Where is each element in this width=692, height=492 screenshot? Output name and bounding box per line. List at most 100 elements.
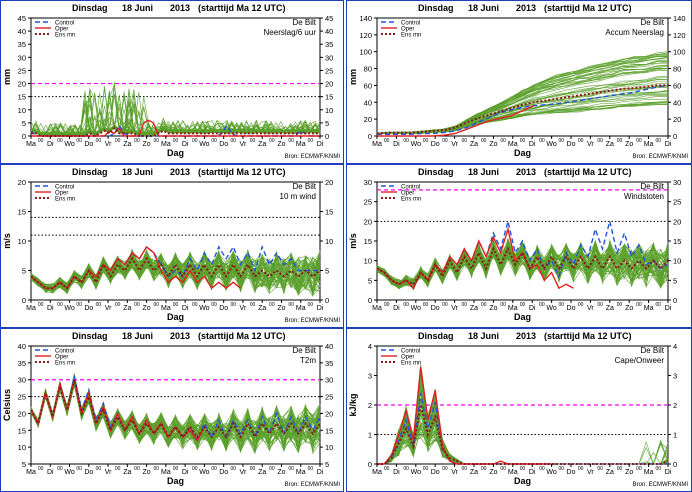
x-hour-mark: 00 <box>57 302 63 308</box>
x-hour-mark: 00 <box>539 302 545 308</box>
x-day-label: Wo <box>411 305 421 312</box>
panel-wind-gusts: Dinsdag 18 Juni 2013 (starttijd Ma 12 UTC) 0… <box>346 164 692 328</box>
x-hour-mark: 00 <box>57 466 63 472</box>
y-tick-label-right: 20 <box>325 409 333 418</box>
x-hour-mark: 00 <box>597 302 603 308</box>
x-day-label: Di <box>665 469 672 476</box>
series-oper <box>376 226 574 290</box>
station-label: De Bilt <box>640 18 664 27</box>
y-tick-label-left: 15 <box>18 426 26 435</box>
x-day-label: Di <box>665 305 672 312</box>
x-day-label: Di <box>182 469 189 476</box>
legend-label: Ens mn <box>401 33 421 39</box>
x-hour-mark: 00 <box>250 302 256 308</box>
y-tick-label-right: 40 <box>325 342 333 351</box>
legend-label: Control <box>401 349 420 355</box>
y-tick-label-left: 5 <box>22 460 26 469</box>
x-hour-mark: 00 <box>462 302 468 308</box>
x-hour-mark: 00 <box>96 302 102 308</box>
x-day-label: Vr <box>240 305 247 312</box>
x-day-label: Za <box>606 305 614 312</box>
y-tick-label-left: 60 <box>364 81 372 90</box>
x-day-label: Ma <box>296 469 306 476</box>
x-hour-mark: 00 <box>38 138 44 144</box>
x-day-label: Do <box>219 141 228 148</box>
x-day-label: Vr <box>105 305 112 312</box>
legend-label: Control <box>55 185 74 191</box>
x-day-label: Di <box>182 141 189 148</box>
x-hour-mark: 00 <box>539 466 545 472</box>
y-tick-label-left: 10 <box>18 443 26 452</box>
y-tick-label-right: 5 <box>673 276 677 285</box>
y-tick-label-left: 140 <box>359 14 372 23</box>
x-hour-mark: 00 <box>173 138 179 144</box>
x-hour-mark: 00 <box>617 138 623 144</box>
source-label: Bron: ECMWF/KNMI <box>285 154 341 160</box>
x-day-label: Ma <box>26 141 36 148</box>
x-hour-mark: 00 <box>288 138 294 144</box>
x-hour-mark: 00 <box>231 138 237 144</box>
ensemble-member-line <box>30 86 321 137</box>
x-day-label: Wo <box>411 141 421 148</box>
station-label: De Bilt <box>292 346 316 355</box>
y-tick-label-left: 0 <box>368 460 372 469</box>
x-day-label: Za <box>123 305 131 312</box>
y-tick-label-left: 30 <box>364 178 372 187</box>
x-day-label: Do <box>567 141 576 148</box>
x-day-label: Zo <box>489 305 497 312</box>
x-hour-mark: 00 <box>211 302 217 308</box>
x-hour-mark: 00 <box>403 138 409 144</box>
x-hour-mark: 00 <box>481 466 487 472</box>
y-tick-label-left: 20 <box>364 115 372 124</box>
y-tick-label-right: 35 <box>325 40 333 49</box>
chart-precip-6h: Dinsdag 18 Juni 2013 (starttijd Ma 12 UTC) 0… <box>0 0 344 164</box>
panel-cape: Dinsdag 18 Juni 2013 (starttijd Ma 12 UTC) 0… <box>346 328 692 492</box>
y-tick-label-left: 5 <box>22 119 26 128</box>
x-hour-mark: 00 <box>423 302 429 308</box>
ensemble-member-line <box>30 252 321 293</box>
x-day-label: Wo <box>199 141 209 148</box>
series-control <box>376 221 669 290</box>
x-day-label: Di <box>317 141 324 148</box>
y-axis-label: m/s <box>2 233 12 249</box>
x-day-label: Do <box>84 469 93 476</box>
y-tick-label-right: 80 <box>673 65 681 74</box>
y-tick-label-right: 35 <box>325 359 333 368</box>
x-hour-mark: 00 <box>192 466 198 472</box>
y-tick-label-right: 30 <box>673 178 681 187</box>
x-hour-mark: 00 <box>559 302 565 308</box>
header-run: (starttijd Ma 12 UTC) <box>544 3 632 13</box>
series-ensmean <box>30 379 321 440</box>
x-hour-mark: 00 <box>192 138 198 144</box>
x-day-label: Vr <box>587 141 594 148</box>
x-axis-label: Dag <box>167 476 184 486</box>
x-hour-mark: 00 <box>250 466 256 472</box>
y-tick-label-right: 20 <box>673 217 681 226</box>
y-tick-label-right: 30 <box>325 53 333 62</box>
legend-label: Oper <box>401 27 414 33</box>
x-day-label: Vr <box>240 469 247 476</box>
x-day-label: Vr <box>451 305 458 312</box>
x-day-label: Di <box>47 469 54 476</box>
panel-wind-10m: Dinsdag 18 Juni 2013 (starttijd Ma 12 UTC) 0… <box>0 164 344 328</box>
x-hour-mark: 00 <box>231 302 237 308</box>
legend-label: Control <box>55 349 74 355</box>
x-day-label: Zo <box>143 141 151 148</box>
x-hour-mark: 00 <box>153 138 159 144</box>
x-hour-mark: 00 <box>597 138 603 144</box>
x-day-label: Do <box>431 141 440 148</box>
y-tick-label-left: 120 <box>359 31 372 40</box>
x-day-label: Di <box>529 141 536 148</box>
header-day: Dinsdag <box>418 167 454 177</box>
x-day-label: Za <box>606 141 614 148</box>
y-tick-label-left: 1 <box>368 431 372 440</box>
variable-label: Cape/Onweer <box>615 356 665 365</box>
source-label: Bron: ECMWF/KNMI <box>633 482 689 488</box>
x-day-label: Za <box>258 469 266 476</box>
station-label: De Bilt <box>640 346 664 355</box>
x-hour-mark: 00 <box>134 138 140 144</box>
chart-cape: Dinsdag 18 Juni 2013 (starttijd Ma 12 UTC)0… <box>346 328 692 492</box>
